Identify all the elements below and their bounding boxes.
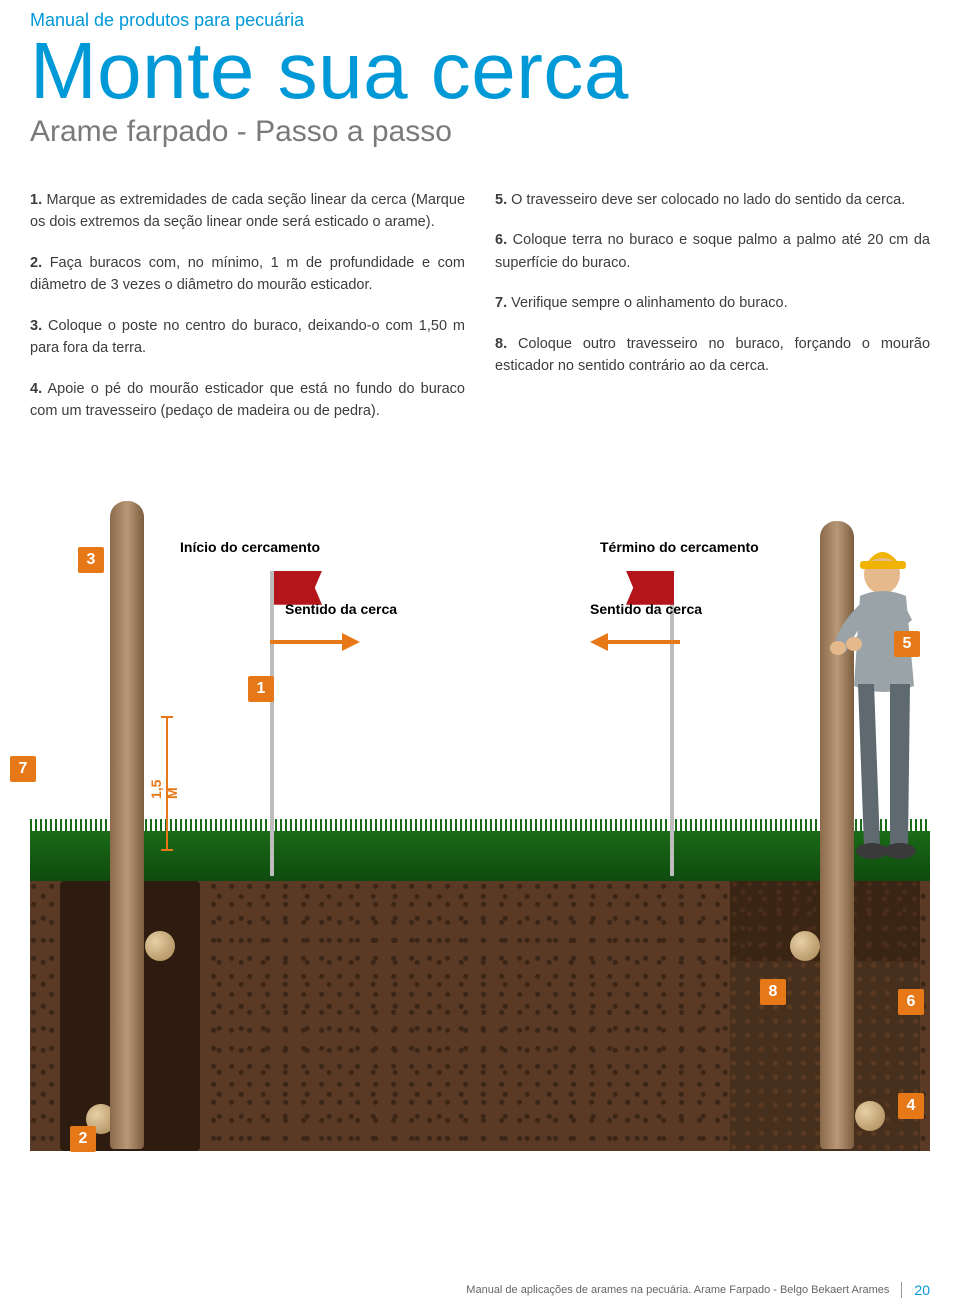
fence-post-left	[110, 501, 144, 1149]
step-1: 1. Marque as extremidades de cada seção …	[30, 189, 465, 234]
callout-1: 1	[248, 676, 274, 702]
step-number: 5.	[495, 192, 507, 208]
step-8: 8. Coloque outro travesseiro no buraco, …	[495, 333, 930, 378]
instructions-column-left: 1. Marque as extremidades de cada seção …	[30, 189, 465, 441]
step-number: 1.	[30, 192, 42, 208]
footer-text: Manual de aplicações de arames na pecuár…	[466, 1284, 889, 1296]
step-text: Apoie o pé do mourão esticador que está …	[30, 381, 465, 419]
flag-icon	[626, 571, 674, 605]
callout-5: 5	[894, 631, 920, 657]
instructions-columns: 1. Marque as extremidades de cada seção …	[30, 189, 930, 441]
step-7: 7. Verifique sempre o alinhamento do bur…	[495, 292, 930, 314]
instructions-column-right: 5. O travesseiro deve ser colocado no la…	[495, 189, 930, 441]
footer-divider	[901, 1282, 902, 1298]
callout-3: 3	[78, 547, 104, 573]
callout-4: 4	[898, 1093, 924, 1119]
step-number: 8.	[495, 336, 507, 352]
page-footer: Manual de aplicações de arames na pecuár…	[466, 1282, 930, 1298]
step-text: Coloque o poste no centro do buraco, dei…	[30, 318, 465, 356]
callout-8: 8	[760, 979, 786, 1005]
measurement-label: 1,5 M	[148, 775, 180, 799]
page-number: 20	[914, 1282, 930, 1298]
step-5: 5. O travesseiro deve ser colocado no la…	[495, 189, 930, 211]
step-4: 4. Apoie o pé do mourão esticador que es…	[30, 378, 465, 423]
travesseiro-right-lower	[855, 1101, 885, 1131]
page-title: Monte sua cerca	[30, 31, 930, 111]
callout-2: 2	[70, 1126, 96, 1152]
arrow-right-icon	[270, 631, 360, 653]
step-text: O travesseiro deve ser colocado no lado …	[511, 192, 905, 208]
label-termino-cercamento: Término do cercamento	[600, 539, 759, 555]
label-sentido-cerca-left: Sentido da cerca	[285, 601, 397, 617]
travesseiro-right-upper	[790, 931, 820, 961]
callout-7: 7	[10, 756, 36, 782]
page-subtitle: Arame farpado - Passo a passo	[30, 115, 930, 149]
step-6: 6. Coloque terra no buraco e soque palmo…	[495, 229, 930, 274]
callout-6: 6	[898, 989, 924, 1015]
label-sentido-cerca-right: Sentido da cerca	[590, 601, 702, 617]
step-number: 2.	[30, 255, 42, 271]
fence-diagram: Início do cercamento Sentido da cerca Té…	[30, 501, 930, 1151]
step-number: 6.	[495, 232, 507, 248]
step-text: Verifique sempre o alinhamento do buraco…	[511, 295, 787, 311]
flag-pole-left	[270, 571, 274, 876]
step-3: 3. Coloque o poste no centro do buraco, …	[30, 315, 465, 360]
step-2: 2. Faça buracos com, no mínimo, 1 m de p…	[30, 252, 465, 297]
label-inicio-cercamento: Início do cercamento	[180, 539, 320, 555]
step-text: Coloque terra no buraco e soque palmo a …	[495, 232, 930, 270]
step-text: Faça buracos com, no mínimo, 1 m de prof…	[30, 255, 465, 293]
step-number: 7.	[495, 295, 507, 311]
step-number: 4.	[30, 381, 42, 397]
step-number: 3.	[30, 318, 42, 334]
arrow-left-icon	[590, 631, 680, 653]
travesseiro-left-upper	[145, 931, 175, 961]
worker-figure	[830, 526, 960, 876]
step-text: Coloque outro travesseiro no buraco, for…	[495, 336, 930, 374]
measurement-1-5m: 1,5 M	[158, 716, 176, 851]
flag-icon	[274, 571, 322, 605]
step-text: Marque as extremidades de cada seção lin…	[30, 192, 465, 230]
